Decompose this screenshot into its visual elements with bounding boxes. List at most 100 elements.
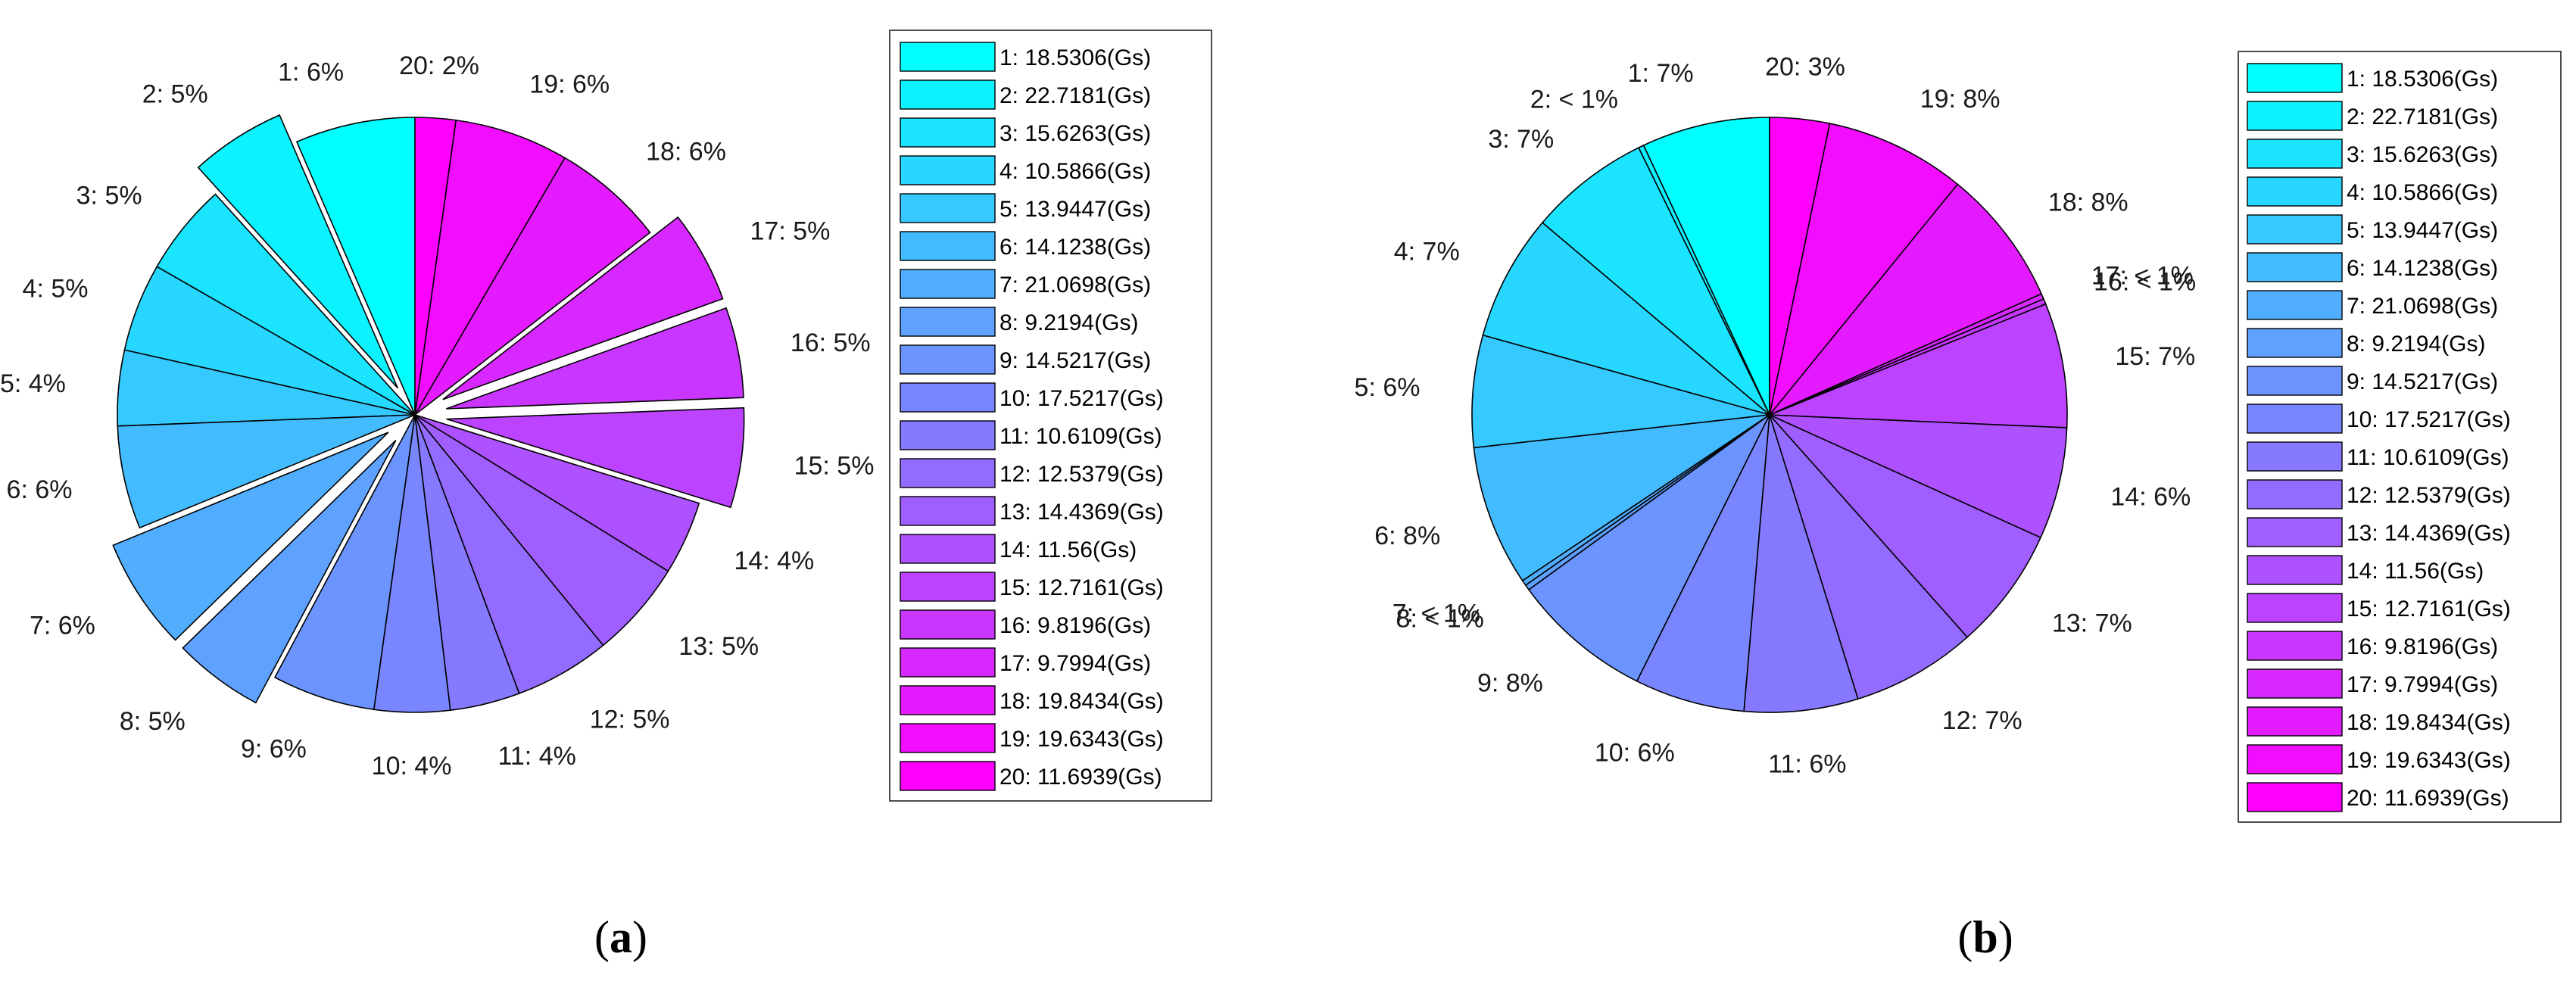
- pie-slice-3: [1541, 147, 1770, 416]
- legend-entry: 14: 11.56(Gs): [1000, 537, 1137, 562]
- pie-chart-b: 1: 7%2: < 1%3: 7%4: 7%5: 6%6: 8%7: < 1%8…: [1355, 51, 2562, 962]
- legend-entry: 2: 22.7181(Gs): [2347, 104, 2498, 129]
- legend-entry: 7: 21.0698(Gs): [1000, 273, 1151, 298]
- legend-entry: 6: 14.1238(Gs): [1000, 235, 1151, 260]
- pie-slice-8: [182, 440, 397, 704]
- legend-entry: 15: 12.7161(Gs): [1000, 575, 1164, 600]
- slice-label: 15: 5%: [794, 451, 875, 480]
- legend-entry: 19: 19.6343(Gs): [1000, 727, 1164, 752]
- legend-entry: 15: 12.7161(Gs): [2347, 597, 2511, 622]
- legend-swatch: [900, 155, 996, 185]
- legend-swatch: [900, 193, 996, 223]
- pie-slice-7: [112, 432, 389, 641]
- pie-slice-19: [1769, 123, 1959, 416]
- subfigure-caption: (b): [1957, 912, 2013, 962]
- legend-entry: 12: 12.5379(Gs): [1000, 462, 1164, 487]
- slice-label: 12: 5%: [590, 706, 670, 734]
- slice-label: 17: 5%: [750, 217, 831, 246]
- legend-swatch: [900, 458, 996, 488]
- slice-label: 3: 7%: [1488, 125, 1554, 154]
- legend-entry: 4: 10.5866(Gs): [2347, 180, 2498, 205]
- legend-swatch: [2247, 706, 2343, 737]
- slice-label: 17: < 1%: [2091, 262, 2194, 291]
- legend-swatch: [900, 761, 996, 791]
- legend-entry: 8: 9.2194(Gs): [2347, 332, 2485, 357]
- legend-swatch: [2247, 252, 2343, 282]
- legend-entry: 9: 14.5217(Gs): [1000, 348, 1151, 373]
- pie-slice-19: [414, 119, 566, 416]
- pie-slice-15: [1769, 303, 2068, 428]
- subfigure-caption: (a): [594, 912, 647, 962]
- legend-entry: 5: 13.9447(Gs): [1000, 197, 1151, 222]
- slice-label: 20: 2%: [399, 51, 479, 80]
- legend-swatch: [900, 231, 996, 261]
- pie-slice-15: [446, 407, 745, 509]
- pie-slice-1: [1642, 117, 1770, 416]
- slice-label: 11: 6%: [1768, 749, 1846, 778]
- legend-swatch: [900, 609, 996, 640]
- pie-slice-18: [414, 157, 651, 416]
- slice-label: 7: 6%: [30, 611, 95, 640]
- legend-swatch: [900, 496, 996, 526]
- legend-swatch: [2247, 290, 2343, 320]
- pie-slice-20: [1769, 117, 1831, 416]
- slice-label: 2: 5%: [142, 79, 208, 108]
- legend-swatch: [900, 344, 996, 375]
- legend-entry: 2: 22.7181(Gs): [1000, 83, 1151, 108]
- legend-entry: 19: 19.6343(Gs): [2347, 748, 2511, 773]
- pie-slice-14: [414, 414, 700, 572]
- legend-swatch: [900, 42, 996, 72]
- legend-swatch: [2247, 441, 2343, 472]
- legend-swatch: [2247, 328, 2343, 358]
- slice-label: 5: 4%: [0, 369, 66, 398]
- legend-swatch: [2247, 366, 2343, 396]
- legend-swatch: [2247, 63, 2343, 93]
- slice-label: 6: 6%: [7, 475, 73, 504]
- legend-entry: 14: 11.56(Gs): [2347, 559, 2484, 584]
- legend-entry: 1: 18.5306(Gs): [2347, 67, 2498, 92]
- legend-entry: 17: 9.7994(Gs): [1000, 651, 1151, 676]
- legend-swatch: [900, 534, 996, 564]
- legend-swatch: [900, 572, 996, 602]
- legend-entry: 3: 15.6263(Gs): [1000, 121, 1151, 146]
- legend-entry: 12: 12.5379(Gs): [2347, 483, 2511, 508]
- legend-entry: 10: 17.5217(Gs): [1000, 386, 1164, 411]
- legend-entry: 20: 11.6939(Gs): [1000, 765, 1162, 790]
- slice-label: 14: 6%: [2110, 482, 2191, 511]
- legend-entry: 3: 15.6263(Gs): [2347, 142, 2498, 167]
- legend-entry: 1: 18.5306(Gs): [1000, 45, 1151, 70]
- legend-swatch: [2247, 101, 2343, 131]
- pie-chart-a: 1: 6% 2: 5% 3: 5% 4: 5% 5: 4% 6: 6% 7: 6% 8: 5%…: [0, 30, 1212, 962]
- slice-label: 20: 3%: [1765, 52, 1845, 81]
- legend-entry: 18: 19.8434(Gs): [1000, 689, 1164, 714]
- slice-label: 16: 5%: [791, 329, 871, 357]
- slice-label: 1: 7%: [1628, 59, 1694, 88]
- legend-swatch: [900, 723, 996, 753]
- legend-entry: 13: 14.4369(Gs): [2347, 521, 2511, 546]
- slice-label: 19: 6%: [529, 70, 610, 98]
- legend-entry: 10: 17.5217(Gs): [2347, 407, 2511, 432]
- legend-entry: 4: 10.5866(Gs): [1000, 159, 1151, 184]
- legend-swatch: [2247, 139, 2343, 169]
- slice-label: 8: < 1%: [1396, 605, 1484, 634]
- pie-slice-13: [1769, 414, 2042, 638]
- legend-entry: 18: 19.8434(Gs): [2347, 710, 2511, 735]
- legend-entry: 5: 13.9447(Gs): [2347, 218, 2498, 243]
- legend-swatch: [900, 117, 996, 148]
- legend-swatch: [900, 685, 996, 715]
- slice-label: 13: 7%: [2052, 609, 2132, 637]
- pie-slice-6: [117, 414, 416, 529]
- slice-label: 10: 6%: [1595, 739, 1675, 768]
- slice-label: 6: 8%: [1374, 522, 1440, 550]
- slice-label: 12: 7%: [1942, 706, 2022, 735]
- legend-swatch: [2247, 782, 2343, 812]
- legend-entry: 13: 14.4369(Gs): [1000, 500, 1164, 525]
- legend-swatch: [900, 269, 996, 299]
- legend-swatch: [2247, 403, 2343, 434]
- pie-slice-5: [1471, 334, 1770, 449]
- slice-label: 4: 5%: [23, 274, 89, 303]
- legend-swatch: [2247, 593, 2343, 623]
- slice-label: 2: < 1%: [1530, 85, 1618, 114]
- slice-label: 1: 6%: [278, 58, 344, 87]
